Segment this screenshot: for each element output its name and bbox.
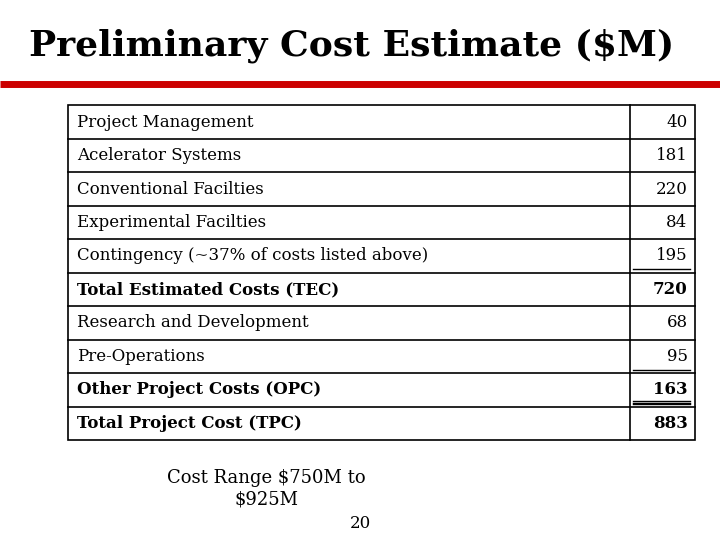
Text: 181: 181 — [656, 147, 688, 164]
Text: 220: 220 — [656, 180, 688, 198]
Text: Pre-Operations: Pre-Operations — [77, 348, 204, 365]
Text: Total Project Cost (TPC): Total Project Cost (TPC) — [77, 415, 302, 432]
Text: Experimental Facilties: Experimental Facilties — [77, 214, 266, 231]
Text: Research and Development: Research and Development — [77, 314, 309, 332]
Text: Other Project Costs (OPC): Other Project Costs (OPC) — [77, 381, 321, 399]
Text: 720: 720 — [653, 281, 688, 298]
Text: 20: 20 — [349, 515, 371, 532]
Text: $925M: $925M — [235, 490, 298, 509]
Bar — [68, 105, 695, 440]
Text: 40: 40 — [666, 113, 688, 131]
Text: Project Management: Project Management — [77, 113, 253, 131]
Text: Total Estimated Costs (TEC): Total Estimated Costs (TEC) — [77, 281, 339, 298]
Text: 68: 68 — [667, 314, 688, 332]
Text: 84: 84 — [666, 214, 688, 231]
Text: 163: 163 — [653, 381, 688, 399]
Text: 95: 95 — [667, 348, 688, 365]
Text: Cost Range $750M to: Cost Range $750M to — [167, 469, 366, 487]
Text: Conventional Facilties: Conventional Facilties — [77, 180, 264, 198]
Text: Preliminary Cost Estimate ($M): Preliminary Cost Estimate ($M) — [29, 29, 674, 63]
Text: 195: 195 — [656, 247, 688, 265]
Text: Acelerator Systems: Acelerator Systems — [77, 147, 241, 164]
Text: 883: 883 — [653, 415, 688, 432]
Text: Contingency (~37% of costs listed above): Contingency (~37% of costs listed above) — [77, 247, 428, 265]
